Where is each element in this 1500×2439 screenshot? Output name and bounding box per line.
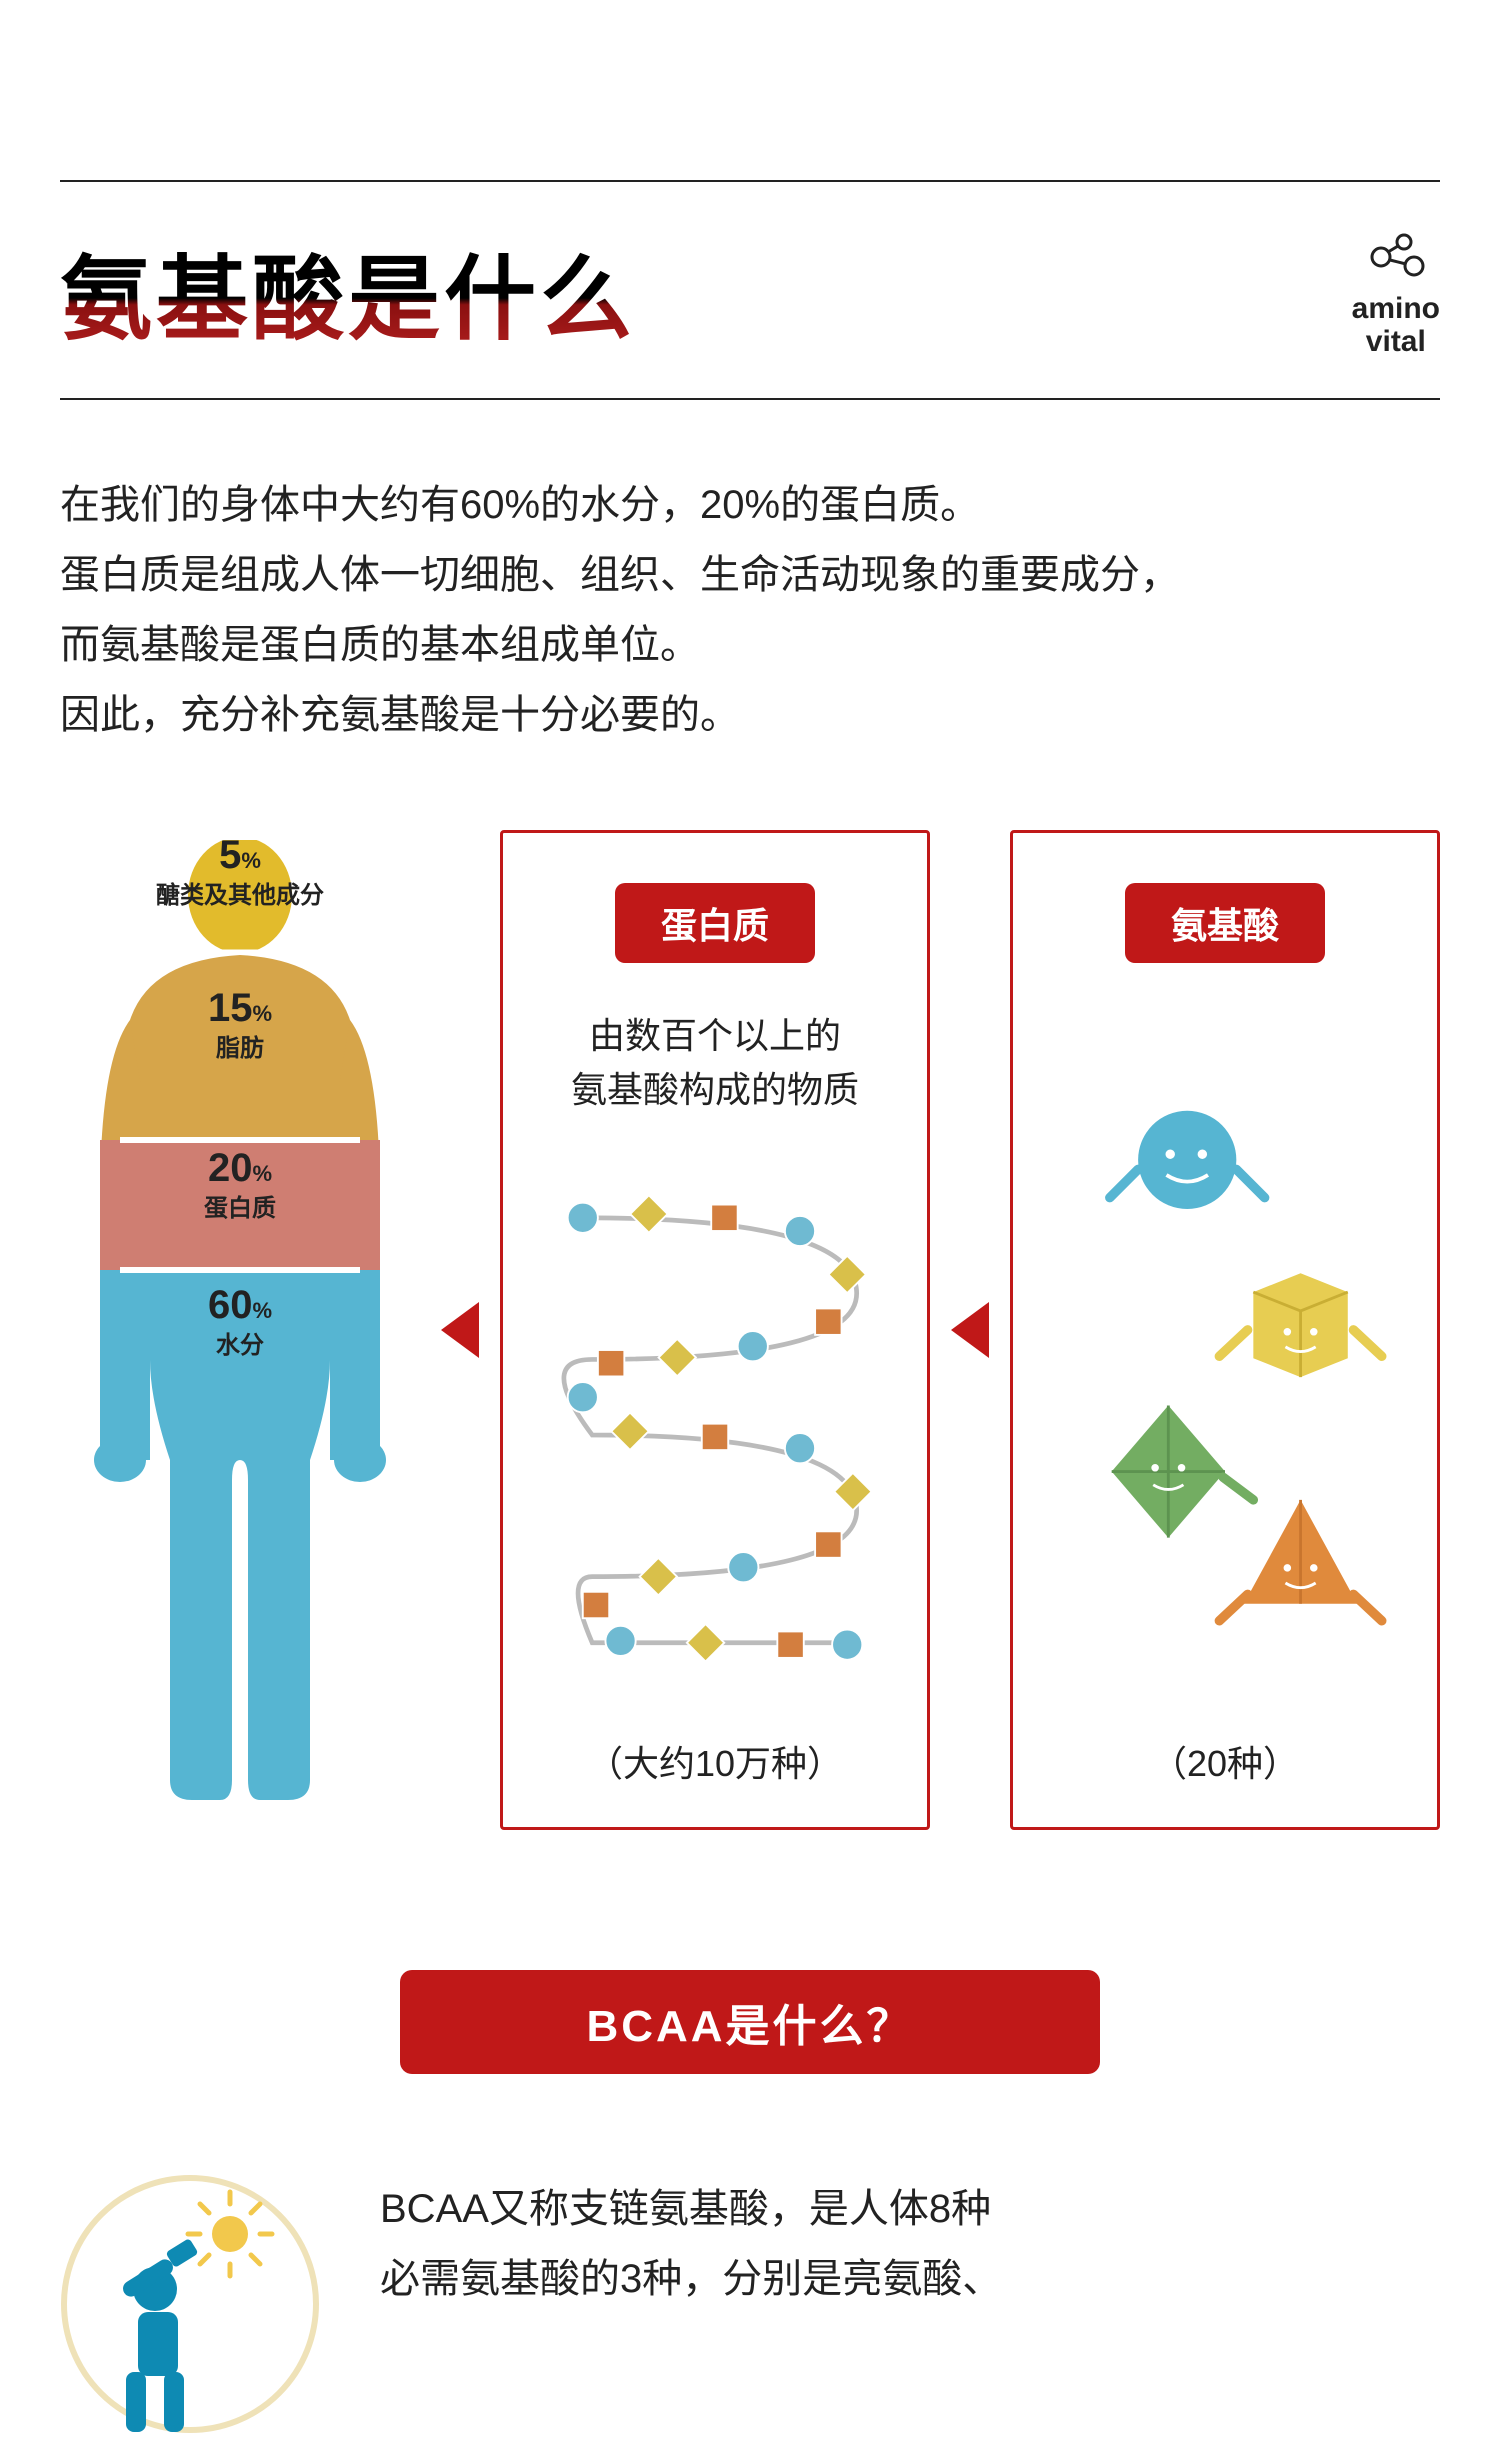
- composition-label: 5% 醣类及其他成分: [60, 835, 420, 910]
- protein-footer: （大约10万种）: [587, 1735, 843, 1787]
- protein-pill: 蛋白质: [615, 883, 815, 963]
- protein-chain-icon: [531, 1117, 899, 1735]
- intro-line: 因此，充分补充氨基酸是十分必要的。: [60, 680, 1440, 750]
- composition-label: 20% 蛋白质: [60, 1148, 420, 1223]
- body-composition-column: 5% 醣类及其他成分 15% 脂肪 20% 蛋白质 60% 水分: [60, 830, 420, 1830]
- molecule-icon: [1366, 222, 1426, 282]
- bcaa-banner: BCAA是什么？: [400, 1970, 1100, 2074]
- arrow-right: [940, 830, 1000, 1830]
- runner-sun-icon: [60, 2174, 320, 2434]
- amino-card: 氨基酸: [1010, 830, 1440, 1830]
- arrow-icon: [951, 1302, 989, 1358]
- bcaa-row: BCAA又称支链氨基酸，是人体8种 必需氨基酸的3种，分别是亮氨酸、: [60, 2174, 1440, 2434]
- amino-footer: （20种）: [1151, 1735, 1299, 1787]
- protein-card: 蛋白质 由数百个以上的 氨基酸构成的物质 （大约10万种）: [500, 830, 930, 1830]
- composition-label: 15% 脂肪: [60, 988, 420, 1063]
- header: 氨基酸是什么 amino vital: [60, 182, 1440, 400]
- intro-paragraph: 在我们的身体中大约有60%的水分，20%的蛋白质。 蛋白质是组成人体一切细胞、组…: [60, 470, 1440, 750]
- brand-text: amino vital: [1352, 292, 1440, 358]
- bcaa-line: 必需氨基酸的3种，分别是亮氨酸、: [380, 2244, 1440, 2314]
- arrow-icon: [441, 1302, 479, 1358]
- page: 氨基酸是什么 amino vital 在我们的身体中大约有60%的水分，20%的…: [0, 0, 1500, 2434]
- protein-description: 由数百个以上的 氨基酸构成的物质: [571, 1009, 859, 1117]
- brand-block: amino vital: [1352, 222, 1440, 358]
- composition-label: 60% 水分: [60, 1285, 420, 1360]
- intro-line: 而氨基酸是蛋白质的基本组成单位。: [60, 610, 1440, 680]
- bcaa-illustration: [60, 2174, 320, 2434]
- page-title: 氨基酸是什么: [60, 225, 636, 358]
- arrow-left: [430, 830, 490, 1830]
- bcaa-line: BCAA又称支链氨基酸，是人体8种: [380, 2174, 1440, 2244]
- amino-shapes-icon: [1041, 963, 1409, 1735]
- brand-line1: amino: [1352, 292, 1440, 325]
- amino-pill: 氨基酸: [1125, 883, 1325, 963]
- composition-diagram: 5% 醣类及其他成分 15% 脂肪 20% 蛋白质 60% 水分 蛋白质 由数百…: [60, 830, 1440, 1830]
- brand-line2: vital: [1366, 325, 1426, 358]
- bcaa-paragraph: BCAA又称支链氨基酸，是人体8种 必需氨基酸的3种，分别是亮氨酸、: [380, 2174, 1440, 2314]
- intro-line: 蛋白质是组成人体一切细胞、组织、生命活动现象的重要成分，: [60, 540, 1440, 610]
- intro-line: 在我们的身体中大约有60%的水分，20%的蛋白质。: [60, 470, 1440, 540]
